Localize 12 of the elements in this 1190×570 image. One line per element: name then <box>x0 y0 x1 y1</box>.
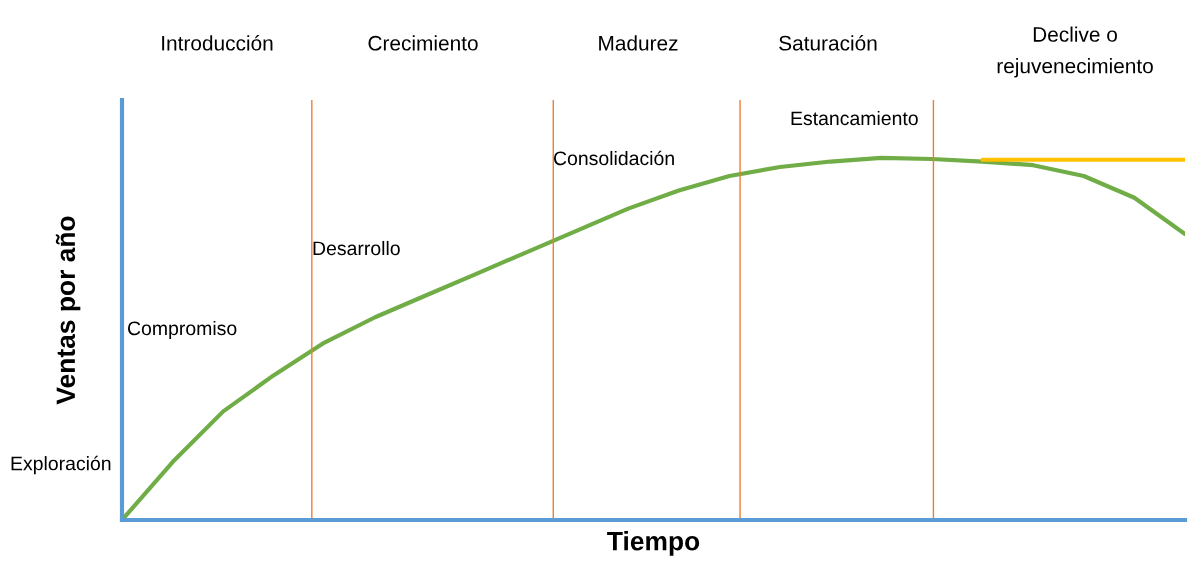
x-axis-title: Tiempo <box>607 531 700 556</box>
text: Crecimiento <box>368 35 478 51</box>
text: Introducción <box>162 35 273 51</box>
text: Declive o rejuvenecimiento <box>997 26 1153 78</box>
text: Estancamiento <box>791 110 918 126</box>
text: Exploración <box>11 455 111 475</box>
annotation: Consolidación <box>553 150 674 166</box>
text: Madurez <box>599 35 678 51</box>
y-axis-title: Ventas por año <box>55 216 81 405</box>
annotation: Desarrollo <box>313 240 400 256</box>
text: Saturación <box>779 35 877 51</box>
annotation: Compromiso <box>127 320 237 340</box>
